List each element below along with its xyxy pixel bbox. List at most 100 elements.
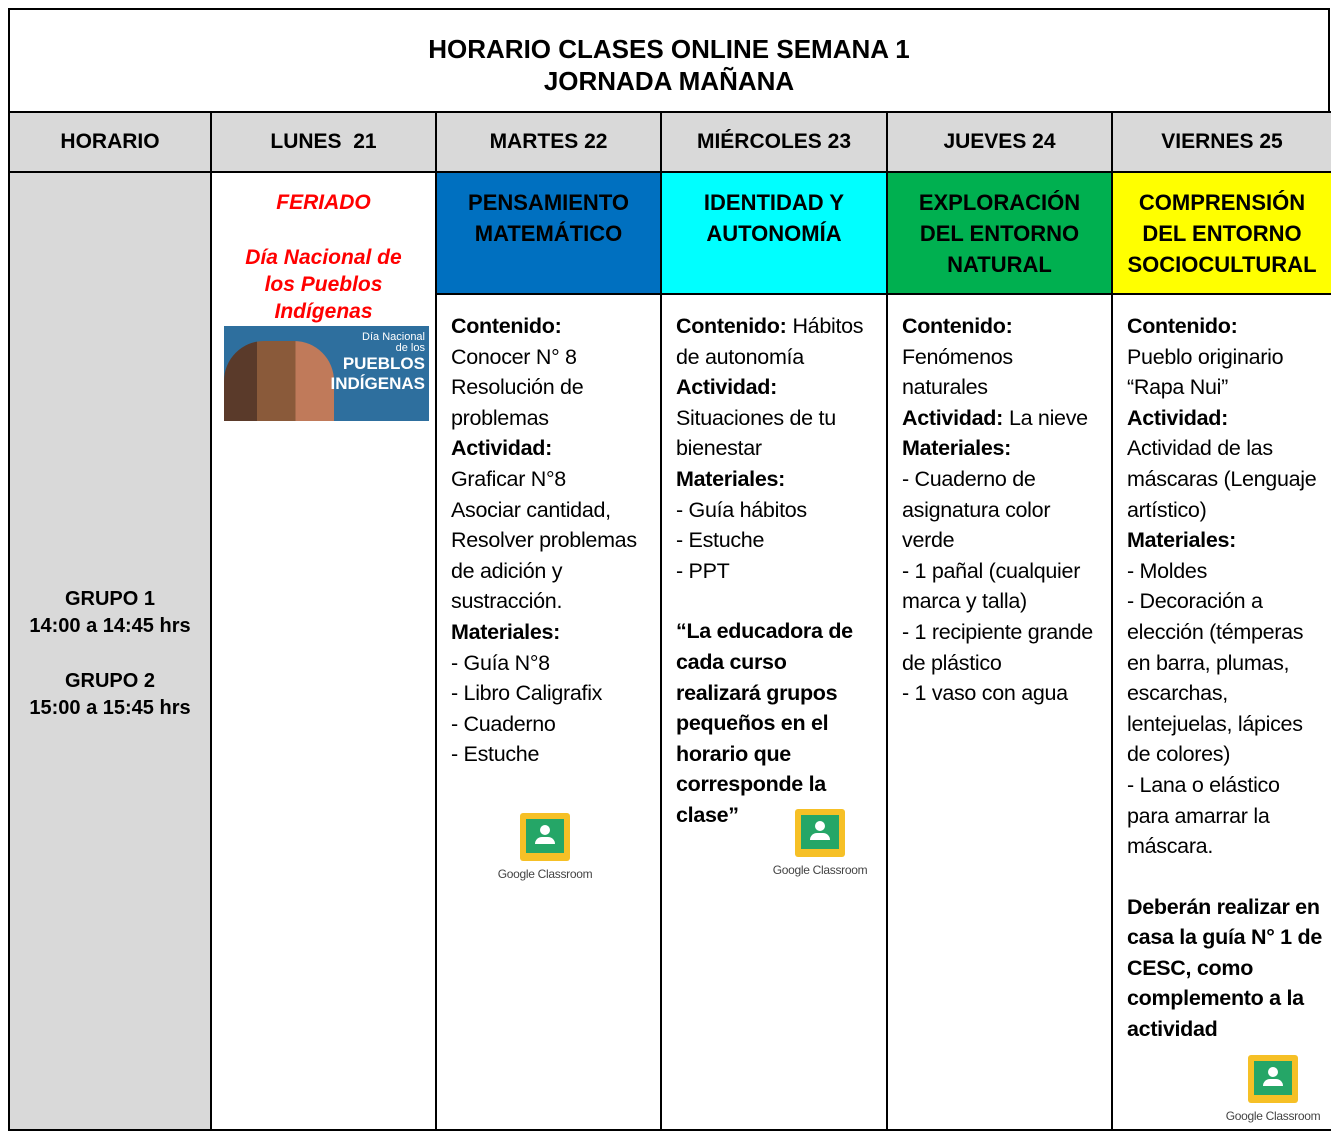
image-text: de los (395, 342, 425, 354)
content-text: La nieve (1008, 405, 1088, 430)
content-line: Situaciones de tu bienestar (676, 405, 836, 461)
subject-column: EXPLORACIÓN DEL ENTORNO NATURAL Contenido… (886, 171, 1113, 1131)
content-line: - Estuche (451, 742, 540, 767)
content-line: - Cuaderno (451, 711, 556, 736)
content-label: Contenido: (1127, 314, 1238, 338)
content-line: - Estuche (676, 528, 765, 553)
feriado-title: FERIADO (276, 191, 371, 214)
google-classroom-logo: Google Classroom (495, 813, 595, 881)
content-label: Contenido: (676, 314, 787, 338)
content-block: Actividad: (676, 372, 878, 403)
image-text: PUEBLOS (342, 354, 425, 373)
google-classroom-logo: Google Classroom (1223, 1055, 1323, 1123)
subject-name: COMPRENSIÓN DEL ENTORNO SOCIOCULTURAL (1113, 173, 1331, 295)
classroom-icon (795, 809, 845, 857)
content-line: - Lana o elástico para amarrar la máscar… (1127, 772, 1280, 859)
content-line: Pueblo originario “Rapa Nui” (1127, 344, 1284, 400)
content-block: Materiales: (902, 433, 1103, 464)
classroom-label: Google Classroom (1225, 1109, 1321, 1123)
content-line: - Moldes (1127, 558, 1208, 583)
content-block: Contenido: (451, 311, 652, 342)
content-line: - Guía N°8 (451, 650, 550, 675)
horario-groups: GRUPO 1 14:00 a 14:45 hrs GRUPO 2 15:00 a 1… (10, 586, 210, 722)
classroom-board (526, 819, 564, 853)
content-note: Deberán realizar en casa la guía N° 1 de… (1127, 894, 1322, 1042)
content-line: - Decoración a elección (témperas en bar… (1127, 589, 1304, 767)
content-block: Actividad: (1127, 403, 1323, 434)
classroom-person (1268, 1067, 1278, 1077)
subject-column: PENSAMIENTO MATEMÁTICO Contenido: Conocer … (435, 171, 662, 1131)
title: HORARIO CLASES ONLINE SEMANA 1 JORNADA M… (8, 8, 1330, 113)
subject-content: Contenido: Pueblo originario “Rapa Nui” Ac… (1127, 311, 1323, 1045)
subject-name: IDENTIDAD Y AUTONOMÍA (662, 173, 886, 295)
content-line: - Cuaderno de asignatura color verde (902, 466, 1051, 553)
content-label: Contenido: (902, 314, 1013, 338)
image-text: Día Nacional (362, 331, 425, 343)
content-note: “La educadora de cada curso realizará gr… (676, 619, 853, 827)
content-label: Contenido: (451, 314, 562, 338)
content-line: - 1 pañal (cualquier marca y talla) (902, 558, 1081, 614)
content-label: Materiales: (451, 619, 561, 644)
content-line: Conocer N° 8 (451, 344, 577, 369)
classroom-board (1254, 1061, 1292, 1095)
content-line: Fenómenos naturales (902, 344, 1013, 400)
subject-content: Contenido: Conocer N° 8 Resolución de prob… (451, 311, 652, 770)
content-label: Materiales: (902, 436, 1012, 461)
lunes-cell: FERIADO Día Nacional de los Pueblos Indíg… (210, 171, 437, 1131)
classroom-icon (1248, 1055, 1298, 1103)
content-line: - Guía hábitos (676, 497, 807, 522)
classroom-person-body (1263, 1079, 1283, 1086)
content-line: - 1 vaso con agua (902, 681, 1068, 706)
image-text: INDÍGENAS (330, 374, 425, 393)
content-line: - 1 recipiente grande de plástico (902, 619, 1093, 675)
horario-line: GRUPO 1 (64, 588, 156, 610)
classroom-icon (520, 813, 570, 861)
people-figure (224, 341, 334, 421)
subject-column: COMPRENSIÓN DEL ENTORNO SOCIOCULTURAL Con… (1111, 171, 1331, 1131)
horario-line: GRUPO 2 (64, 670, 156, 692)
classroom-person-body (810, 833, 830, 840)
title-line: HORARIO CLASES ONLINE SEMANA 1 (428, 34, 910, 64)
classroom-person (540, 825, 550, 835)
column-header: JUEVES 24 (886, 111, 1113, 173)
content-block: Contenido: (1127, 311, 1323, 342)
feriado: FERIADO Día Nacional de los Pueblos Indíg… (212, 173, 435, 325)
classroom-label: Google Classroom (497, 867, 593, 881)
classroom-label: Google Classroom (772, 863, 868, 877)
google-classroom-logo: Google Classroom (770, 809, 870, 877)
column-header: HORARIO (8, 111, 212, 173)
column-header: MIÉRCOLES 23 (660, 111, 888, 173)
classroom-board (801, 815, 839, 849)
horario-line: 15:00 a 15:45 hrs (29, 697, 191, 719)
content-block: Actividad: (451, 433, 652, 464)
content-label: Actividad: (902, 405, 1003, 430)
column-header: MARTES 22 (435, 111, 662, 173)
column-header: LUNES 21 (210, 111, 437, 173)
horario-cell: GRUPO 1 14:00 a 14:45 hrs GRUPO 2 15:00 a 1… (8, 171, 212, 1131)
content-block: Materiales: (676, 464, 878, 495)
content-text: Hábitos de autonomía (676, 314, 864, 369)
subject-name: EXPLORACIÓN DEL ENTORNO NATURAL (888, 173, 1111, 295)
content-block: Contenido: (902, 311, 1103, 342)
content-line: Resolución de problemas (451, 375, 584, 430)
content-line: Graficar N°8 (451, 466, 566, 491)
content-line: - Libro Caligrafix (451, 681, 603, 706)
content-label: Materiales: (676, 466, 786, 491)
content-line: Actividad de las máscaras (Lenguaje artí… (1127, 436, 1317, 522)
subject-content: Contenido: Hábitos de autonomía Actividad:… (676, 311, 878, 831)
subject-content: Contenido: Fenómenos naturales Actividad: L… (902, 311, 1103, 709)
title-line: JORNADA MAÑANA (543, 66, 795, 96)
horario-line: 14:00 a 14:45 hrs (29, 615, 191, 637)
content-label: Materiales: (1127, 528, 1237, 553)
content-line: - PPT (676, 558, 730, 583)
content-block: Materiales: (451, 617, 652, 648)
content-block: Contenido: Hábitos de autonomía (676, 311, 878, 372)
content-line: Asociar cantidad, Resolver problemas de … (451, 497, 637, 614)
content-label: Actividad: (1127, 405, 1228, 430)
indigenous-image: Día Nacional de los PUEBLOS INDÍGENAS (224, 326, 429, 421)
subject-column: IDENTIDAD Y AUTONOMÍA Contenido: Hábitos d… (660, 171, 888, 1131)
classroom-person (815, 821, 825, 831)
content-label: Actividad: (451, 436, 552, 461)
classroom-person-body (535, 837, 555, 844)
